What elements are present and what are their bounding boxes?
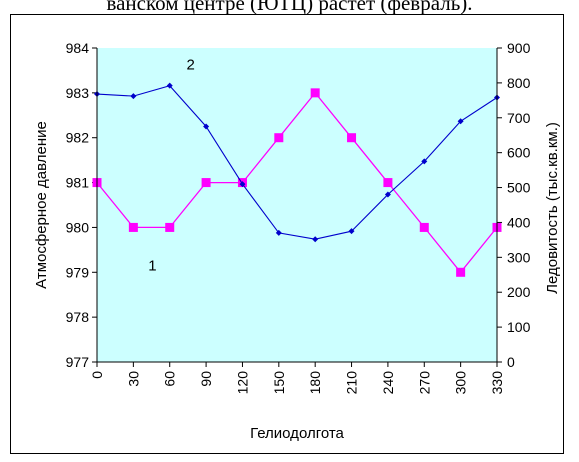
series-1-point bbox=[456, 267, 466, 277]
right-tick-label: 400 bbox=[507, 214, 531, 230]
left-tick-label: 981 bbox=[66, 175, 90, 191]
x-tick-label: 60 bbox=[162, 371, 178, 387]
left-tick-label: 977 bbox=[66, 354, 90, 370]
x-tick-label: 0 bbox=[89, 371, 105, 379]
right-tick-label: 300 bbox=[507, 249, 531, 265]
left-tick-label: 982 bbox=[66, 130, 90, 146]
x-tick-label: 300 bbox=[453, 371, 469, 395]
x-tick-label: 150 bbox=[271, 371, 287, 395]
series-1-point bbox=[274, 133, 284, 143]
series-2-point bbox=[166, 82, 173, 89]
series-1-point bbox=[383, 178, 393, 188]
left-tick-label: 984 bbox=[66, 40, 90, 56]
right-tick-label: 100 bbox=[507, 319, 531, 335]
right-tick-label: 600 bbox=[507, 145, 531, 161]
x-axis-title: Гелиодолгота bbox=[250, 425, 344, 442]
left-axis-title: Атмосферное давление bbox=[33, 121, 50, 289]
series-1-point bbox=[201, 178, 211, 188]
left-axis-ticks: 977 978 979 980 981 982 983 984 bbox=[66, 40, 97, 370]
left-tick-label: 978 bbox=[66, 309, 90, 325]
series-2-point bbox=[239, 181, 246, 188]
series-label-2: 2 bbox=[187, 57, 195, 74]
x-tick-label: 90 bbox=[198, 371, 214, 387]
series-1-point bbox=[347, 133, 357, 143]
right-tick-label: 900 bbox=[507, 40, 531, 56]
left-tick-label: 980 bbox=[66, 219, 90, 235]
series-2-line bbox=[96, 85, 498, 240]
series-1-point bbox=[419, 222, 429, 232]
left-tick-label: 983 bbox=[66, 85, 90, 101]
series-2-point bbox=[384, 191, 391, 198]
annotations: 21 bbox=[148, 57, 195, 275]
right-tick-label: 200 bbox=[507, 284, 531, 300]
series-2-point bbox=[421, 158, 428, 165]
series-1-point bbox=[128, 222, 138, 232]
series-2-point bbox=[203, 123, 210, 130]
series-2-point bbox=[130, 93, 137, 100]
series-2-point bbox=[348, 228, 355, 235]
series-2-point bbox=[457, 118, 464, 125]
right-axis-title: Ледовитость (тыс.кв.км.) bbox=[544, 122, 561, 294]
left-tick-label: 979 bbox=[66, 264, 90, 280]
series-2-point bbox=[312, 236, 319, 243]
plot-area bbox=[97, 48, 497, 362]
x-tick-label: 180 bbox=[307, 371, 323, 395]
right-tick-label: 0 bbox=[507, 354, 515, 370]
x-tick-label: 120 bbox=[234, 371, 250, 395]
series-1-point bbox=[165, 222, 175, 232]
x-tick-label: 210 bbox=[344, 371, 360, 395]
right-axis-ticks: 0 100 200 300 400 500 600 700 800 900 bbox=[497, 40, 531, 370]
series-1-line bbox=[96, 91, 498, 274]
right-tick-label: 700 bbox=[507, 110, 531, 126]
x-tick-label: 330 bbox=[489, 371, 505, 395]
series-label-1: 1 bbox=[148, 257, 156, 274]
x-tick-label: 270 bbox=[416, 371, 432, 395]
series-1-point bbox=[310, 88, 320, 98]
x-axis-ticks: 0 30 60 90 120 150 180 210 240 270 300 330 bbox=[89, 362, 505, 394]
series-2-point bbox=[275, 229, 282, 236]
right-tick-label: 500 bbox=[507, 180, 531, 196]
x-tick-label: 240 bbox=[380, 371, 396, 395]
x-tick-label: 30 bbox=[125, 371, 141, 387]
right-tick-label: 800 bbox=[507, 75, 531, 91]
header-text: ванском центре (ЮТЦ) растет (февраль). bbox=[106, 0, 473, 14]
